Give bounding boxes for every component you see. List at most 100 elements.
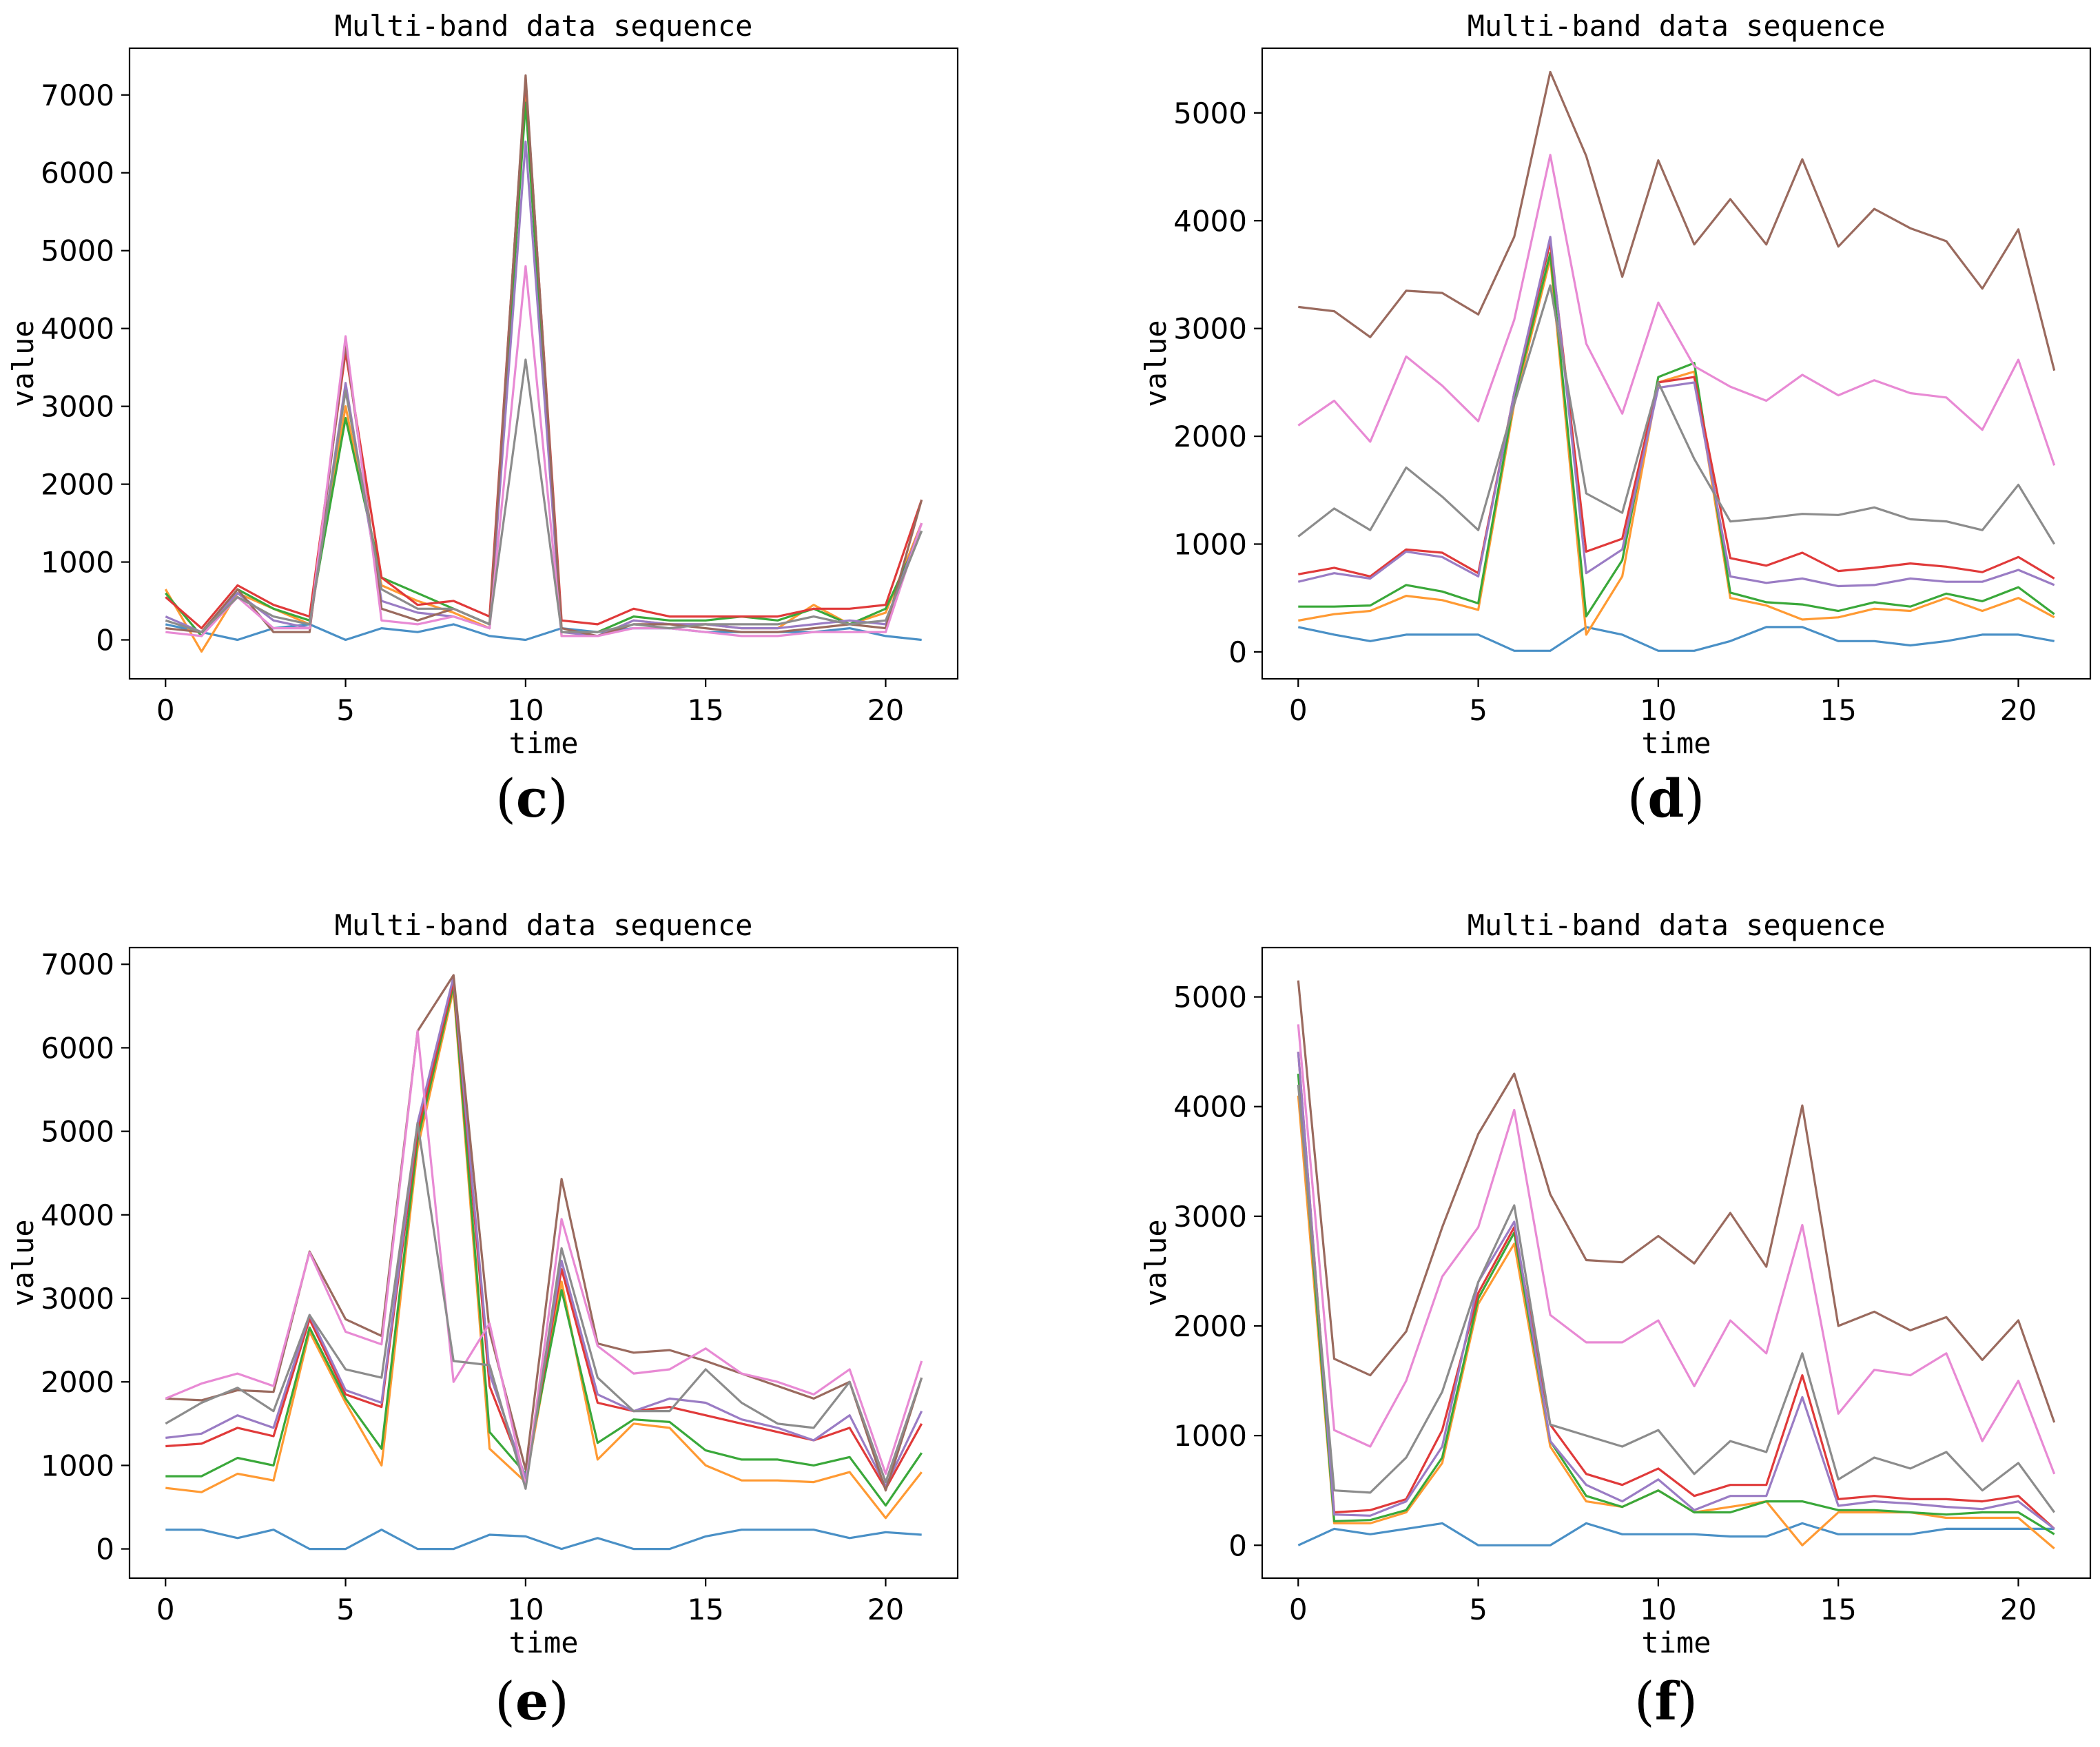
x-axis-label: time	[508, 726, 578, 760]
y-tick-label: 1000	[1173, 527, 1247, 561]
y-tick-label: 2000	[41, 1365, 114, 1399]
x-tick-label: 20	[867, 1593, 904, 1626]
series-line-band4	[1298, 241, 2055, 580]
y-tick-label: 3000	[1173, 312, 1247, 346]
chart-title: Multi-band data sequence	[1468, 9, 1886, 43]
y-tick-label: 6000	[41, 156, 114, 190]
y-axis-label: value	[1139, 1219, 1173, 1306]
series-group	[164, 74, 923, 653]
x-tick-label: 10	[507, 693, 544, 727]
x-axis-label: time	[508, 1626, 578, 1659]
y-tick-label: 7000	[41, 79, 114, 112]
x-axis-label: time	[1641, 726, 1711, 760]
plot-frame	[128, 47, 959, 680]
y-tick-label: 3000	[1173, 1200, 1247, 1234]
panel-label: (e)	[495, 1671, 569, 1732]
series-line-band2	[1298, 257, 2055, 636]
series-line-band5	[165, 975, 923, 1488]
series-line-band5	[1297, 1052, 2055, 1530]
x-tick-label: 15	[687, 1593, 723, 1626]
x-axis-label: time	[1641, 1626, 1711, 1659]
y-tick-label: 3000	[41, 1282, 114, 1316]
y-tick-label: 0	[1228, 1529, 1247, 1562]
series-group	[165, 974, 923, 1551]
series-line-band5	[1297, 236, 2055, 588]
x-tick-label: 15	[687, 693, 723, 727]
series-line-band6	[1297, 980, 2056, 1423]
y-axis-label: value	[6, 320, 40, 407]
series-line-band8	[1297, 1084, 2055, 1513]
series-line-band1	[1297, 1522, 2055, 1546]
y-tick-label: 0	[96, 624, 114, 657]
x-tick-label: 20	[2000, 693, 2037, 727]
chart-panel-e: Multi-band data sequence 0 5 10 15 20 0 1000 200…	[6, 908, 959, 1732]
plot-frame	[128, 946, 959, 1580]
series-line-band6	[1298, 70, 2056, 371]
panel-label: (d)	[1627, 768, 1705, 829]
series-line-band8	[165, 358, 923, 633]
y-axis-label: value	[6, 1219, 40, 1306]
x-tick-label: 0	[156, 1593, 175, 1626]
series-line-band8	[165, 1121, 923, 1490]
x-tick-label: 5	[1469, 693, 1488, 727]
y-tick-label: 7000	[41, 948, 114, 981]
series-line-band3	[165, 983, 923, 1507]
chart-panel-f: Multi-band data sequence 0 5 10 15 20 0 1000 200…	[1139, 908, 2092, 1732]
y-tick-label: 1000	[41, 546, 114, 580]
x-tick-label: 10	[1640, 693, 1676, 727]
y-tick-label: 0	[1228, 635, 1247, 669]
series-line-band3	[1298, 252, 2055, 617]
series-line-band6	[165, 74, 923, 637]
y-tick-label: 0	[96, 1533, 114, 1566]
chart-title: Multi-band data sequence	[335, 9, 753, 43]
plot-frame	[1261, 47, 2092, 680]
panel-label: (f)	[1634, 1671, 1698, 1732]
series-line-band2	[1297, 1095, 2055, 1550]
x-tick-label: 5	[336, 693, 355, 727]
y-tick-label: 2000	[41, 468, 114, 502]
series-line-band3	[165, 101, 923, 637]
chart-panel-d: Multi-band data sequence 0 5 10 15 20 0 1000 200…	[1139, 9, 2092, 829]
x-tick-label: 0	[1289, 1593, 1308, 1626]
y-tick-label: 5000	[41, 1115, 114, 1149]
y-tick-label: 3000	[41, 390, 114, 424]
y-tick-label: 4000	[1173, 204, 1247, 238]
x-tick-label: 5	[336, 1593, 355, 1626]
series-line-band8	[1297, 284, 2056, 545]
series-line-band4	[1297, 1052, 2055, 1530]
series-line-band7	[1297, 1024, 2056, 1475]
y-tick-label: 5000	[1173, 96, 1247, 130]
x-tick-label: 20	[867, 693, 904, 727]
series-line-band1	[1297, 626, 2055, 652]
series-group	[1297, 70, 2056, 652]
series-group	[1297, 980, 2056, 1550]
series-line-band7	[165, 265, 923, 637]
x-tick-label: 10	[507, 1593, 544, 1626]
x-tick-label: 15	[1820, 693, 1856, 727]
x-tick-label: 15	[1820, 1593, 1856, 1626]
y-tick-label: 4000	[1173, 1090, 1247, 1124]
x-tick-label: 0	[1289, 693, 1308, 727]
x-tick-label: 0	[156, 693, 175, 727]
chart-panel-c: Multi-band data sequence 0 5 10 15 20 0 1000 200…	[6, 9, 959, 829]
panel-label: (c)	[495, 768, 568, 829]
series-line-band1	[165, 1529, 922, 1551]
y-tick-label: 4000	[41, 1198, 114, 1232]
y-tick-label: 2000	[1173, 1309, 1247, 1343]
y-tick-label: 5000	[1173, 981, 1247, 1014]
y-tick-label: 6000	[41, 1031, 114, 1065]
series-line-band5	[165, 141, 923, 637]
y-axis-label: value	[1139, 320, 1173, 407]
y-tick-label: 4000	[41, 312, 114, 346]
x-tick-label: 5	[1469, 1593, 1488, 1626]
series-line-band1	[165, 623, 922, 642]
plot-frame	[1261, 946, 2092, 1580]
y-tick-label: 1000	[41, 1449, 114, 1482]
chart-title: Multi-band data sequence	[335, 908, 753, 942]
series-line-band3	[1297, 1073, 2055, 1535]
x-tick-label: 20	[2000, 1593, 2037, 1626]
series-line-band7	[165, 1030, 923, 1488]
x-tick-label: 10	[1640, 1593, 1676, 1626]
y-tick-label: 5000	[41, 234, 114, 268]
